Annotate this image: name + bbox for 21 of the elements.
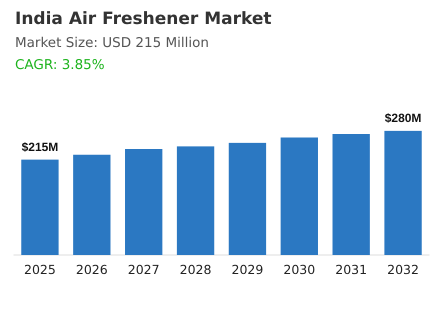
x-tick-label: 2029 <box>232 262 264 277</box>
data-label: $215M <box>22 140 58 154</box>
bar <box>73 154 110 255</box>
bar <box>384 130 422 255</box>
bar <box>125 149 162 255</box>
data-label: $280M <box>384 111 422 126</box>
x-tick-label: 2026 <box>76 262 108 277</box>
x-tick-label: 2032 <box>387 262 419 277</box>
bar <box>332 134 370 255</box>
chart-subtitle: Market Size: USD 215 Million <box>15 35 209 51</box>
bar <box>228 142 266 255</box>
bar <box>21 160 59 255</box>
x-tick-label: 2030 <box>283 262 316 277</box>
bar <box>176 146 214 255</box>
x-tick-label: 2027 <box>128 262 160 277</box>
x-tick-label: 2025 <box>24 262 56 277</box>
bar <box>280 138 318 255</box>
text: CAGR: 3.85% <box>15 57 105 73</box>
chart-title: India Air Freshener Market <box>15 9 272 29</box>
x-tick-label: 2031 <box>335 262 368 277</box>
x-tick-label: 2028 <box>180 262 212 277</box>
